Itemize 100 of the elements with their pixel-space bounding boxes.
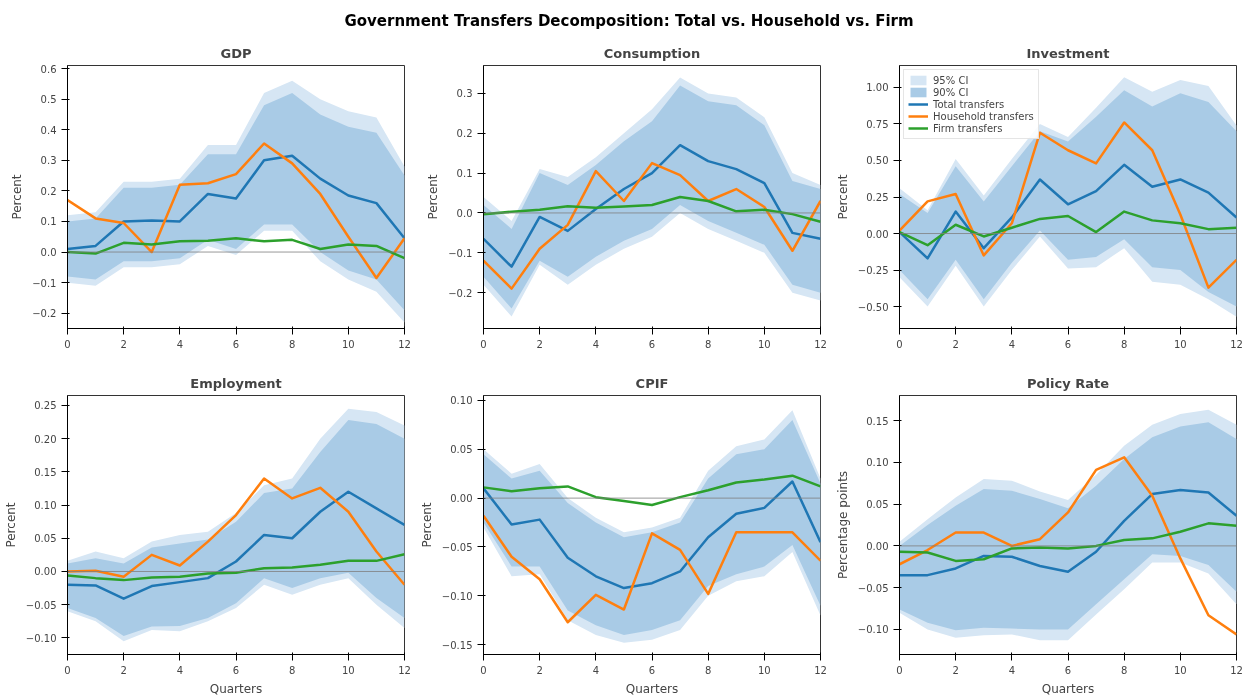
x-tick-label: 12: [1230, 338, 1243, 350]
x-tick-label: 0: [64, 338, 71, 350]
x-tick-label: 0: [480, 338, 487, 350]
y-tick-label: −0.05: [857, 582, 889, 594]
x-tick-label: 2: [536, 338, 543, 350]
y-tick-label: −0.10: [25, 632, 57, 644]
x-tick-label: 0: [64, 664, 71, 676]
y-tick-label: 0.1: [40, 216, 57, 228]
x-tick-label: 8: [704, 664, 712, 676]
y-tick-label: 0.50: [866, 155, 889, 167]
x-tick-label: 4: [176, 664, 184, 676]
x-tick-label: 8: [704, 338, 712, 350]
y-tick-label: −0.50: [857, 301, 889, 313]
x-tick-label: 12: [814, 338, 827, 350]
legend-label: Firm transfers: [933, 122, 1003, 134]
x-tick-label: 12: [398, 338, 411, 350]
x-tick-label: 6: [232, 338, 240, 350]
x-tick-label: 12: [814, 664, 827, 676]
y-tick-label: 0.1: [456, 168, 473, 180]
x-tick-label: 10: [341, 664, 355, 676]
y-tick-label: 0.00: [34, 566, 57, 578]
y-tick-label: 0.00: [866, 540, 889, 552]
x-tick-label: 12: [1230, 664, 1243, 676]
x-tick-label: 10: [1173, 664, 1187, 676]
y-axis-title: Percent: [10, 174, 25, 220]
y-tick-label: 0.2: [40, 185, 57, 197]
x-tick-label: 6: [648, 664, 656, 676]
x-tick-label: 10: [1173, 338, 1187, 350]
x-tick-label: 6: [232, 664, 240, 676]
y-axis-title: Percentage points: [835, 470, 850, 580]
y-tick-label: −0.10: [441, 590, 473, 602]
chart-title: Investment: [1026, 45, 1110, 61]
x-tick-label: 4: [592, 338, 600, 350]
legend-label: Total transfers: [933, 98, 1005, 110]
text: Government Transfers Decomposition: Total vs. Household vs. Firm: [344, 11, 914, 32]
x-tick-label: 0: [896, 338, 903, 350]
x-tick-label: 10: [757, 338, 771, 350]
y-tick-label: −0.2: [448, 287, 473, 299]
x-tick-label: 10: [341, 338, 355, 350]
y-tick-label: −0.05: [25, 599, 57, 611]
y-tick-label: −0.10: [857, 624, 889, 636]
y-tick-label: 0.3: [456, 88, 473, 100]
x-tick-label: 8: [288, 338, 296, 350]
x-tick-label: 4: [1008, 338, 1016, 350]
x-tick-label: 4: [1008, 664, 1016, 676]
x-tick-label: 2: [952, 338, 959, 350]
y-tick-label: 0.10: [450, 395, 473, 407]
x-tick-label: 12: [398, 664, 411, 676]
y-tick-label: 0.10: [34, 500, 57, 512]
y-tick-label: 0.20: [34, 433, 57, 445]
chart-title: Policy Rate: [1027, 375, 1110, 391]
x-tick-label: 8: [288, 664, 296, 676]
chart-title: GDP: [220, 45, 252, 61]
x-tick-label: 2: [120, 664, 127, 676]
y-tick-label: 0.00: [450, 493, 473, 505]
x-axis-title: Quarters: [625, 681, 679, 696]
y-tick-label: −0.25: [857, 265, 889, 277]
y-tick-label: 0.3: [40, 155, 57, 167]
chart-title: Consumption: [603, 45, 701, 61]
y-tick-label: 0.10: [866, 457, 889, 469]
legend-label: 90% CI: [933, 86, 969, 98]
x-tick-label: 6: [1064, 338, 1072, 350]
x-tick-label: 0: [896, 664, 903, 676]
x-tick-label: 6: [1064, 664, 1072, 676]
legend-label: Household transfers: [933, 110, 1034, 122]
y-tick-label: 0.4: [40, 124, 57, 136]
x-tick-label: 2: [120, 338, 127, 350]
y-tick-label: −0.05: [441, 541, 473, 553]
x-tick-label: 0: [480, 664, 487, 676]
y-tick-label: 0.25: [866, 192, 889, 203]
x-tick-label: 8: [1120, 338, 1128, 350]
y-tick-label: 0.0: [456, 207, 473, 219]
x-axis-title: Quarters: [1041, 681, 1095, 696]
x-tick-label: 4: [592, 664, 600, 676]
y-tick-label: 0.0: [40, 247, 57, 259]
y-tick-label: 0.00: [866, 228, 889, 240]
y-tick-label: −0.1: [448, 247, 473, 259]
y-tick-label: 0.6: [40, 63, 57, 75]
x-tick-label: 2: [536, 664, 543, 676]
x-tick-label: 8: [1120, 664, 1128, 676]
y-tick-label: 0.15: [866, 415, 889, 427]
y-tick-label: 0.75: [866, 118, 889, 130]
x-tick-label: 2: [952, 664, 959, 676]
y-tick-label: −0.2: [32, 308, 57, 320]
chart-title: CPIF: [635, 375, 669, 391]
y-tick-label: 0.05: [450, 444, 473, 456]
x-tick-label: 6: [648, 338, 656, 350]
y-tick-label: 1.00: [866, 82, 889, 94]
y-axis-title: Percent: [3, 502, 18, 548]
y-tick-label: 0.5: [40, 94, 57, 106]
y-tick-label: −0.1: [32, 277, 57, 289]
y-tick-label: 0.05: [866, 499, 889, 511]
x-tick-label: 10: [757, 664, 771, 676]
y-axis-title: Percent: [426, 174, 441, 220]
y-axis-title: Percent: [835, 174, 850, 220]
x-tick-label: 4: [176, 338, 184, 350]
legend-label: 95% CI: [933, 74, 969, 86]
y-tick-label: 0.25: [34, 400, 57, 412]
y-tick-label: 0.15: [34, 466, 57, 478]
y-tick-label: −0.15: [441, 639, 473, 651]
